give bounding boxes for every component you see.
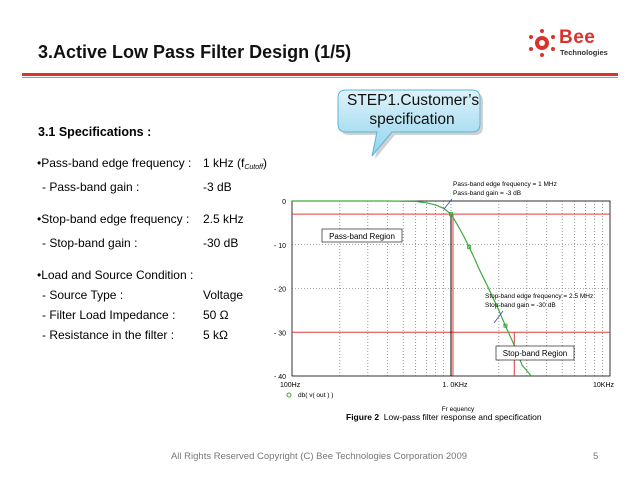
- figure-caption: Figure 2 Low-pass filter response and sp…: [346, 412, 542, 422]
- x-axis-label: Fr equency: [442, 406, 475, 413]
- x-tick-label: 1. 0KHz: [443, 382, 468, 389]
- figure-caption-label: Figure 2: [346, 412, 380, 422]
- series-marker: [503, 323, 508, 328]
- legend-marker: [286, 392, 292, 398]
- callout-line-1: STEP1.Customer’s: [347, 92, 480, 109]
- title-rule: [22, 73, 618, 76]
- slide-title: 3.Active Low Pass Filter Design (1/5): [38, 42, 352, 62]
- section-heading: 3.1 Specifications :: [38, 125, 152, 139]
- callout-line-2: specification: [369, 111, 455, 128]
- spec-label: - Stop-band gain :: [42, 236, 138, 250]
- y-tick-label: - 40: [274, 374, 286, 381]
- y-tick-label: - 20: [274, 287, 286, 294]
- x-tick-label: 10KHz: [593, 382, 615, 389]
- logo-tagline: Technologies: [560, 48, 608, 57]
- spec-value: -3 dB: [203, 180, 232, 194]
- spec-label: - Filter Load Impedance :: [42, 308, 176, 322]
- stopband-region-box: [495, 345, 575, 361]
- spec-value: 5 kΩ: [203, 328, 228, 342]
- spec-value-suffix: ): [263, 156, 268, 170]
- callout-shape: [337, 89, 483, 159]
- spec-label: - Pass-band gain :: [42, 180, 140, 194]
- spec-value: Voltage: [203, 288, 244, 302]
- x-tick-label: 100Hz: [280, 382, 301, 389]
- annotation-text: Stop-band gain = -30 dB: [485, 302, 556, 309]
- passband-region-box: [321, 228, 403, 243]
- annotation-pointer: [443, 198, 453, 210]
- logo-wordmark: Bee: [559, 27, 596, 48]
- annotation-text: Pass-band edge frequency = 1 MHz: [453, 181, 557, 188]
- title-rule-shadow: [22, 77, 618, 78]
- spec-label: - Resistance in the filter :: [42, 328, 175, 342]
- spec-value-text: 1 kHz (f: [203, 156, 245, 170]
- callout-text: STEP1.Customer’s specification: [347, 91, 480, 129]
- bee-logo-icon: [529, 29, 555, 57]
- annotation-text: Pass-band gain = -3 dB: [453, 190, 521, 197]
- bee-technologies-logo: Bee Technologies: [527, 27, 619, 63]
- y-tick-label: - 30: [274, 330, 286, 337]
- callout-bubble: STEP1.Customer’s specification: [322, 84, 502, 168]
- spec-label: •Stop-band edge frequency :: [37, 212, 190, 226]
- series-marker: [467, 244, 472, 249]
- annotation-pointer: [493, 310, 504, 324]
- spec-value: 50 Ω: [203, 308, 229, 322]
- stopband-region-label: Stop-band Region: [503, 349, 568, 358]
- spec-value: 1 kHz (fCutoff): [203, 156, 267, 171]
- legend-label: db( v( out ) ): [298, 392, 333, 399]
- spec-label: •Pass-band edge frequency :: [37, 156, 192, 170]
- spec-label: - Source Type :: [42, 288, 124, 302]
- y-tick-label: - 10: [274, 243, 286, 250]
- spec-value: -30 dB: [203, 236, 239, 250]
- y-tick-label: 0: [282, 199, 286, 206]
- spec-value: 2.5 kHz: [203, 212, 244, 226]
- figure-caption-text: Low-pass filter response and specificati…: [383, 412, 542, 422]
- annotation-text: Stop-band edge frequency = 2.5 MHz: [485, 293, 593, 300]
- spec-label: •Load and Source Condition :: [37, 268, 194, 282]
- page-number: 5: [593, 451, 599, 462]
- series-marker: [449, 212, 453, 217]
- spec-value-subscript: Cutoff: [244, 164, 264, 171]
- passband-region-label: Pass-band Region: [329, 232, 395, 241]
- series-line: [292, 200, 532, 377]
- footer-copyright: All Rights Reserved Copyright (C) Bee Te…: [170, 451, 468, 462]
